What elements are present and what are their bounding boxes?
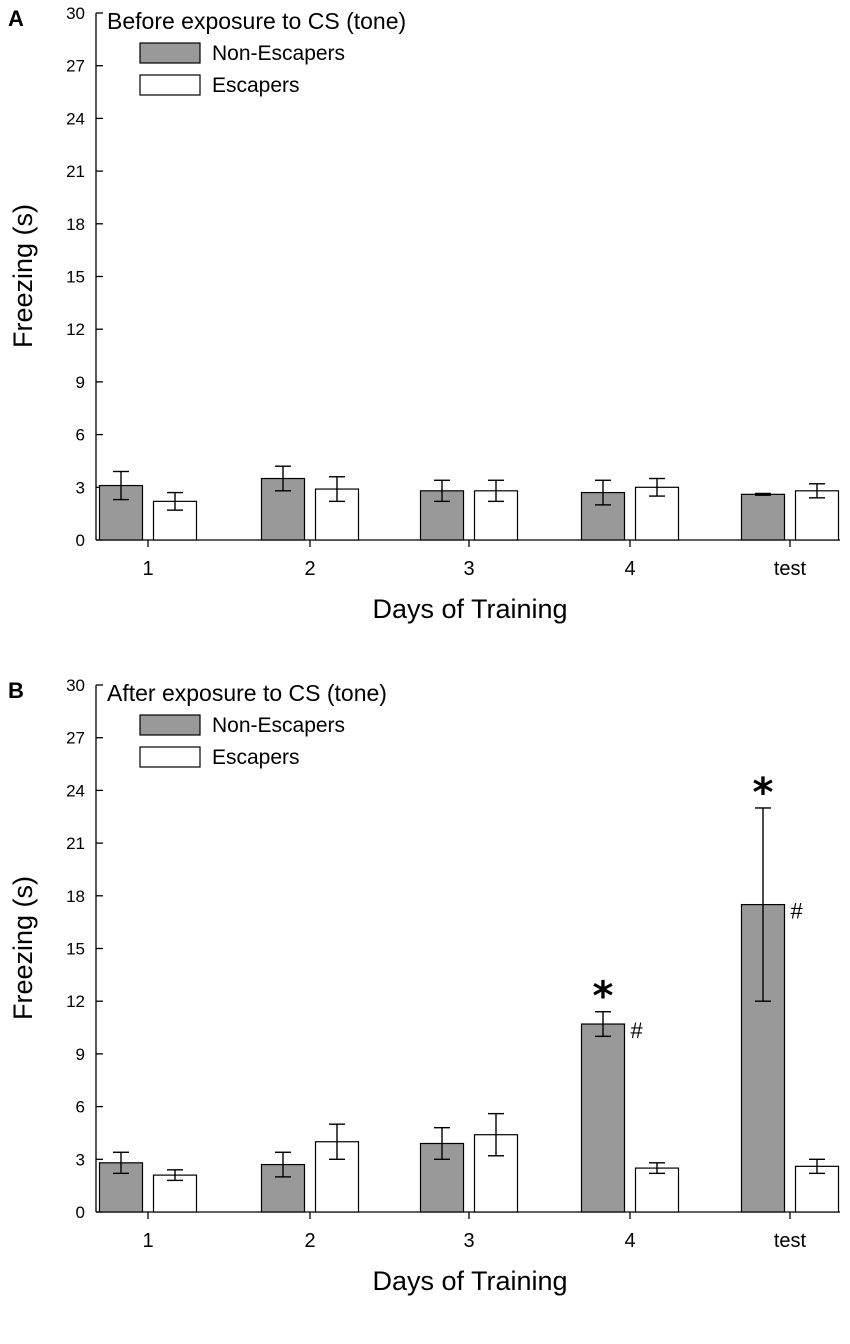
panel-b-significance-star: * bbox=[593, 974, 614, 1020]
panel-b-y-tick-label: 30 bbox=[66, 676, 85, 695]
panel-a-y-axis-title: Freezing (s) bbox=[8, 204, 38, 348]
panel-a-x-tick-label: test bbox=[774, 558, 807, 580]
panel-b-x-tick-label: 4 bbox=[624, 1230, 635, 1252]
panel-b-y-tick-label: 12 bbox=[66, 992, 85, 1011]
panel-b-y-tick-label: 15 bbox=[66, 940, 85, 959]
panel-b-x-tick-label: 2 bbox=[304, 1230, 315, 1252]
panel-a-x-tick-label: 4 bbox=[624, 558, 635, 580]
panel-b-bar bbox=[634, 1167, 680, 1213]
panel-a-legend-label: Escapers bbox=[212, 74, 300, 97]
panel-b-y-axis-title: Freezing (s) bbox=[8, 876, 38, 1020]
panel-b-significance-hash: # bbox=[791, 899, 804, 924]
panel-a-y-tick-label: 18 bbox=[66, 215, 85, 234]
panel-b-significance-star: * bbox=[753, 770, 774, 816]
panel-b-y-tick-label: 18 bbox=[66, 887, 85, 906]
panel-b-y-tick-label: 0 bbox=[76, 1203, 85, 1222]
panel-a-bar bbox=[740, 493, 786, 541]
panel-a-y-tick-label: 0 bbox=[76, 531, 85, 550]
panel-b-x-tick-label: 1 bbox=[142, 1230, 153, 1252]
panel-b-y-tick-label: 9 bbox=[76, 1045, 85, 1064]
panel-b-y-tick-label: 24 bbox=[66, 781, 85, 800]
panel-b-legend-label: Escapers bbox=[212, 746, 300, 769]
panel-a-x-tick-label: 2 bbox=[304, 558, 315, 580]
panel-a-x-tick-label: 3 bbox=[463, 558, 474, 580]
panel-a-title: Before exposure to CS (tone) bbox=[107, 8, 406, 34]
panel-b-letter: B bbox=[8, 678, 24, 703]
panel-b-y-tick-label: 21 bbox=[66, 834, 85, 853]
panel-b-legend-swatch bbox=[139, 746, 201, 768]
panel-a-legend-swatch bbox=[139, 74, 201, 96]
panel-a-x-tick-label: 1 bbox=[142, 558, 153, 580]
panel-b-legend-label: Non-Escapers bbox=[212, 714, 345, 737]
panel-a-y-tick-label: 30 bbox=[66, 4, 85, 23]
panel-a-y-tick-label: 6 bbox=[76, 426, 85, 445]
panel-a-letter: A bbox=[8, 6, 24, 31]
panel-b-y-tick-label: 3 bbox=[76, 1150, 85, 1169]
panel-b-x-tick-label: 3 bbox=[463, 1230, 474, 1252]
panel-a-y-tick-label: 3 bbox=[76, 478, 85, 497]
panel-b-x-tick-label: test bbox=[774, 1230, 807, 1252]
panel-b-significance-hash: # bbox=[631, 1018, 644, 1043]
panel-a-legend-label: Non-Escapers bbox=[212, 42, 345, 65]
panel-b-y-tick-label: 27 bbox=[66, 729, 85, 748]
panel-b-bar bbox=[580, 1023, 626, 1213]
panel-b-legend-swatch bbox=[139, 714, 201, 736]
panel-b-bar bbox=[794, 1165, 840, 1213]
panel-b-y-tick-label: 6 bbox=[76, 1098, 85, 1117]
panel-b-title: After exposure to CS (tone) bbox=[107, 680, 387, 706]
panel-a-y-tick-label: 15 bbox=[66, 268, 85, 287]
panel-a-y-tick-label: 27 bbox=[66, 57, 85, 76]
panel-a-y-tick-label: 9 bbox=[76, 373, 85, 392]
panel-b-bar bbox=[152, 1174, 198, 1213]
panel-a-legend-swatch bbox=[139, 42, 201, 64]
panel-a-y-tick-label: 12 bbox=[66, 320, 85, 339]
panel-a-y-tick-label: 24 bbox=[66, 109, 85, 128]
panel-b-x-axis-title: Days of Training bbox=[372, 1266, 567, 1296]
panel-a-x-axis-title: Days of Training bbox=[372, 594, 567, 624]
panel-a-y-tick-label: 21 bbox=[66, 162, 85, 181]
